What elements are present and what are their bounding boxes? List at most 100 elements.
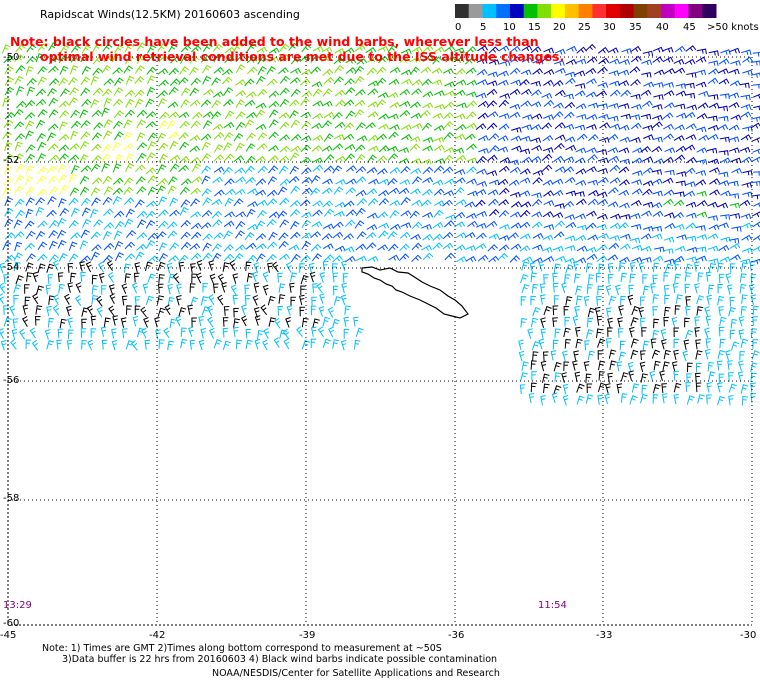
wind-barb (164, 304, 171, 316)
wind-barb (738, 316, 745, 327)
legend-swatch (455, 4, 470, 18)
wind-barb (553, 263, 561, 273)
wind-barb (323, 76, 335, 85)
wind-barb (142, 283, 149, 294)
wind-barb (642, 340, 650, 351)
wind-barb (246, 111, 257, 119)
wind-barb (255, 243, 267, 250)
wind-barb (111, 339, 118, 351)
wind-barb (618, 124, 630, 131)
wind-barb (706, 394, 712, 405)
wind-barb (682, 350, 689, 362)
wind-barb (641, 384, 648, 395)
wind-barb (146, 86, 156, 97)
wind-barb (521, 361, 529, 371)
wind-barb (465, 245, 477, 251)
wind-barb (212, 91, 224, 98)
wind-barb (742, 126, 753, 132)
wind-barb (79, 140, 90, 150)
wind-barb (146, 200, 157, 208)
wind-barb (543, 274, 549, 284)
wind-barb (553, 111, 564, 119)
wind-barb (652, 274, 658, 285)
wind-barb (190, 231, 202, 240)
wind-barb (46, 132, 57, 142)
wind-barb (642, 201, 654, 208)
wind-barb (629, 262, 636, 273)
wind-barb (322, 200, 333, 208)
wind-barb (145, 167, 157, 175)
wind-barb (673, 224, 685, 230)
wind-barb (466, 166, 477, 174)
wind-barb (97, 261, 105, 273)
wind-barb (4, 232, 16, 240)
wind-barb (443, 120, 454, 129)
wind-barb (542, 147, 554, 153)
wind-barb (58, 198, 67, 208)
wind-barb (742, 69, 753, 76)
wind-barb (562, 394, 569, 406)
wind-barb (356, 58, 368, 65)
wind-barb (673, 135, 685, 142)
wind-barb (718, 306, 724, 317)
wind-barb (4, 111, 16, 120)
wind-barb (257, 56, 268, 65)
wind-barb (717, 349, 726, 360)
wind-barb (387, 92, 399, 99)
wind-barb (267, 78, 278, 86)
wind-barb (157, 164, 167, 174)
wind-barb (660, 339, 667, 350)
lat-label-58: -58 (3, 493, 20, 504)
wind-barb (621, 48, 632, 54)
wind-barb (630, 338, 639, 348)
wind-barb (609, 360, 617, 370)
wind-barb (147, 44, 157, 54)
wind-barb (80, 255, 91, 263)
wind-barb (311, 326, 317, 337)
wind-barb (389, 200, 401, 207)
wind-barb (14, 75, 24, 85)
wind-barb (14, 141, 23, 151)
wind-barb (312, 88, 323, 97)
wind-barb (510, 56, 521, 63)
wind-barb (195, 272, 202, 284)
wind-barb (553, 295, 560, 305)
wind-barb (651, 145, 663, 153)
wind-barb (247, 188, 259, 195)
wind-barb (201, 175, 211, 185)
wind-barb (136, 152, 147, 162)
wind-barb (520, 69, 532, 76)
wind-barb (454, 221, 466, 228)
wind-barb (123, 143, 135, 151)
wind-barb (530, 123, 542, 131)
wind-barb (224, 178, 235, 186)
wind-barb (278, 294, 286, 304)
wind-barb (169, 197, 179, 207)
legend-label-45: 45 (683, 22, 696, 33)
wind-barb (741, 294, 748, 304)
wind-barb (286, 304, 293, 316)
wind-barb (630, 45, 642, 53)
wind-barb (345, 66, 357, 74)
wind-barb (233, 252, 244, 262)
wind-barb (752, 245, 760, 252)
wind-barb (323, 165, 335, 173)
wind-barb (707, 215, 719, 221)
wind-barb (318, 306, 325, 317)
wind-barb (378, 197, 390, 206)
wind-barb (235, 176, 247, 184)
wind-barb (277, 210, 288, 219)
wind-barb (531, 371, 537, 381)
wind-barb (387, 44, 398, 53)
wind-barb (268, 47, 280, 54)
wind-barb (454, 177, 466, 184)
wind-barb (80, 87, 91, 96)
wind-barb (608, 349, 617, 359)
wind-barb (57, 229, 67, 239)
wind-barb (641, 59, 653, 66)
wind-barb (454, 186, 465, 196)
wind-barb (685, 305, 691, 316)
wind-barb (355, 243, 367, 251)
wind-barb (685, 123, 697, 130)
wind-barb (81, 207, 91, 217)
